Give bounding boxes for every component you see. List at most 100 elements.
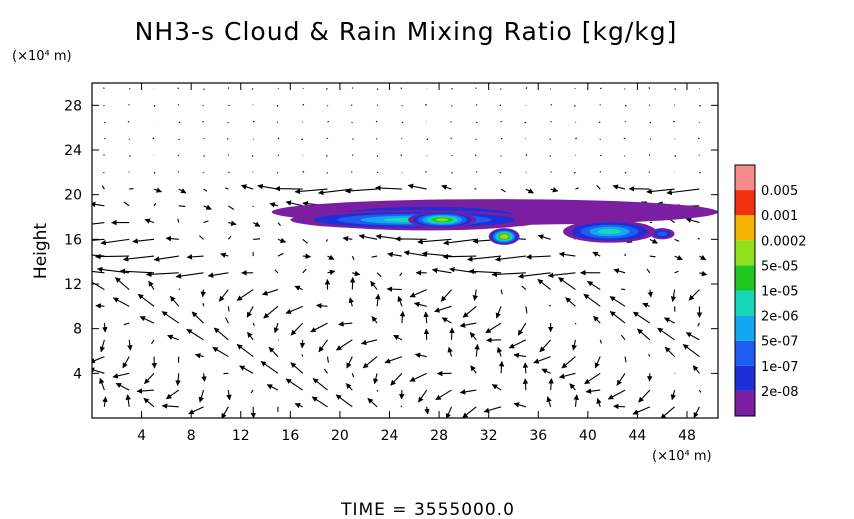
wind-vector-28 xyxy=(165,389,180,400)
wind-vector-203 xyxy=(145,271,179,278)
wind-vector-42 xyxy=(522,378,529,391)
wind-vector-13 xyxy=(424,406,430,415)
wind-vector-118 xyxy=(539,339,552,353)
wind-vector-147 xyxy=(632,311,651,324)
wind-vector-180 xyxy=(218,289,229,302)
wind-vector-5 xyxy=(221,406,229,418)
wind-vector-243 xyxy=(525,254,551,260)
wind-vector-10 xyxy=(335,394,353,408)
colorbar-swatch-8 xyxy=(735,190,755,216)
wind-vector-9 xyxy=(311,396,328,408)
wind-vector-77 xyxy=(151,356,158,369)
wind-vector-33 xyxy=(285,378,304,391)
wind-vector-135 xyxy=(338,321,353,327)
wind-vector-474 xyxy=(699,104,702,107)
wind-vector-57 xyxy=(260,361,279,374)
wind-vector-158 xyxy=(285,305,303,314)
wind-vector-448 xyxy=(673,120,675,123)
wind-vector-275 xyxy=(92,222,105,225)
wind-vector-249 xyxy=(699,254,707,261)
colorbar-swatch-7 xyxy=(735,215,755,241)
wind-vector-463 xyxy=(425,103,428,106)
colorbar-label-7: 0.001 xyxy=(761,209,798,224)
colorbar-frame xyxy=(734,164,756,417)
wind-vector-408 xyxy=(301,138,304,141)
wind-vector-59 xyxy=(323,368,328,374)
wind-vector-24 xyxy=(693,406,700,418)
wind-vector-19 xyxy=(573,394,579,407)
wind-vector-79 xyxy=(195,353,204,359)
wind-vector-493 xyxy=(549,88,552,90)
wind-vector-124 xyxy=(685,332,700,341)
wind-vector-1 xyxy=(125,394,131,407)
mixing-ratio-contours xyxy=(271,199,718,245)
wind-vector-21 xyxy=(613,403,626,410)
wind-vector-204 xyxy=(175,272,204,279)
wind-vector-413 xyxy=(426,138,429,141)
wind-vector-93 xyxy=(533,356,551,364)
wind-vector-299 xyxy=(685,217,700,224)
wind-vector-339 xyxy=(441,184,452,190)
wind-vector-208 xyxy=(302,268,307,274)
wind-vector-256 xyxy=(253,238,261,240)
wind-vector-193 xyxy=(537,278,551,291)
colorbar-swatch-3 xyxy=(735,315,755,341)
wind-vector-60 xyxy=(351,373,355,378)
wind-vector-261 xyxy=(358,233,378,240)
wind-vector-176 xyxy=(114,277,130,290)
wind-vector-221 xyxy=(613,268,626,274)
wind-vector-3 xyxy=(161,403,179,409)
wind-vector-126 xyxy=(123,322,130,326)
wind-vector-226 xyxy=(95,253,130,260)
wind-vector-94 xyxy=(561,356,576,369)
x-tick-label-0: 4 xyxy=(137,428,146,444)
y-tick-label-6: 28 xyxy=(64,98,82,114)
wind-vector-343 xyxy=(550,187,559,193)
wind-vector-419 xyxy=(575,137,578,140)
wind-vector-99 xyxy=(682,344,700,358)
wind-vector-233 xyxy=(302,253,312,260)
y-axis-ticks: 4 8 12 16 20 24 28 xyxy=(64,98,718,382)
wind-vector-330 xyxy=(224,187,229,190)
wind-vector-381 xyxy=(251,155,254,158)
wind-vector-198 xyxy=(670,289,677,302)
wind-vector-486 xyxy=(376,88,379,91)
wind-vector-346 xyxy=(612,184,626,190)
wind-vector-498 xyxy=(674,88,677,90)
x-tick-label-2: 12 xyxy=(232,428,250,444)
wind-vector-450 xyxy=(103,104,105,107)
wind-vector-305 xyxy=(228,205,235,210)
wind-vector-97 xyxy=(648,353,651,357)
wind-vector-457 xyxy=(276,104,279,107)
wind-vector-49 xyxy=(698,389,702,393)
colorbar-label-1: 1e-07 xyxy=(761,360,799,375)
wind-vector-130 xyxy=(225,317,229,324)
wind-vector-303 xyxy=(178,205,186,208)
wind-vector-52 xyxy=(144,372,155,384)
wind-vector-137 xyxy=(399,310,406,324)
wind-vector-156 xyxy=(246,306,254,318)
wind-vector-141 xyxy=(485,322,502,334)
wind-vector-103 xyxy=(167,334,179,341)
wind-vector-120 xyxy=(599,339,603,344)
wind-vector-336 xyxy=(344,188,378,194)
wind-vector-125 xyxy=(102,323,108,333)
wind-vector-268 xyxy=(537,234,551,240)
wind-vector-153 xyxy=(169,295,180,307)
wind-vector-164 xyxy=(434,305,452,313)
wind-vector-195 xyxy=(587,280,601,291)
wind-vector-95 xyxy=(594,356,601,369)
wind-vector-30 xyxy=(226,390,232,401)
wind-vector-145 xyxy=(593,315,601,324)
wind-vector-69 xyxy=(558,372,576,379)
wind-vector-85 xyxy=(346,356,353,369)
wind-vector-111 xyxy=(360,339,378,346)
wind-vector-138 xyxy=(423,311,429,324)
wind-vector-163 xyxy=(413,301,427,308)
wind-vector-119 xyxy=(571,339,577,351)
x-axis-ticks: 4 8 12 16 20 24 28 32 36 40 44 48 xyxy=(137,83,696,444)
wind-vector-159 xyxy=(316,303,328,309)
wind-vector-453 xyxy=(177,104,180,106)
wind-vector-232 xyxy=(277,252,284,257)
wind-vector-329 xyxy=(203,188,208,192)
